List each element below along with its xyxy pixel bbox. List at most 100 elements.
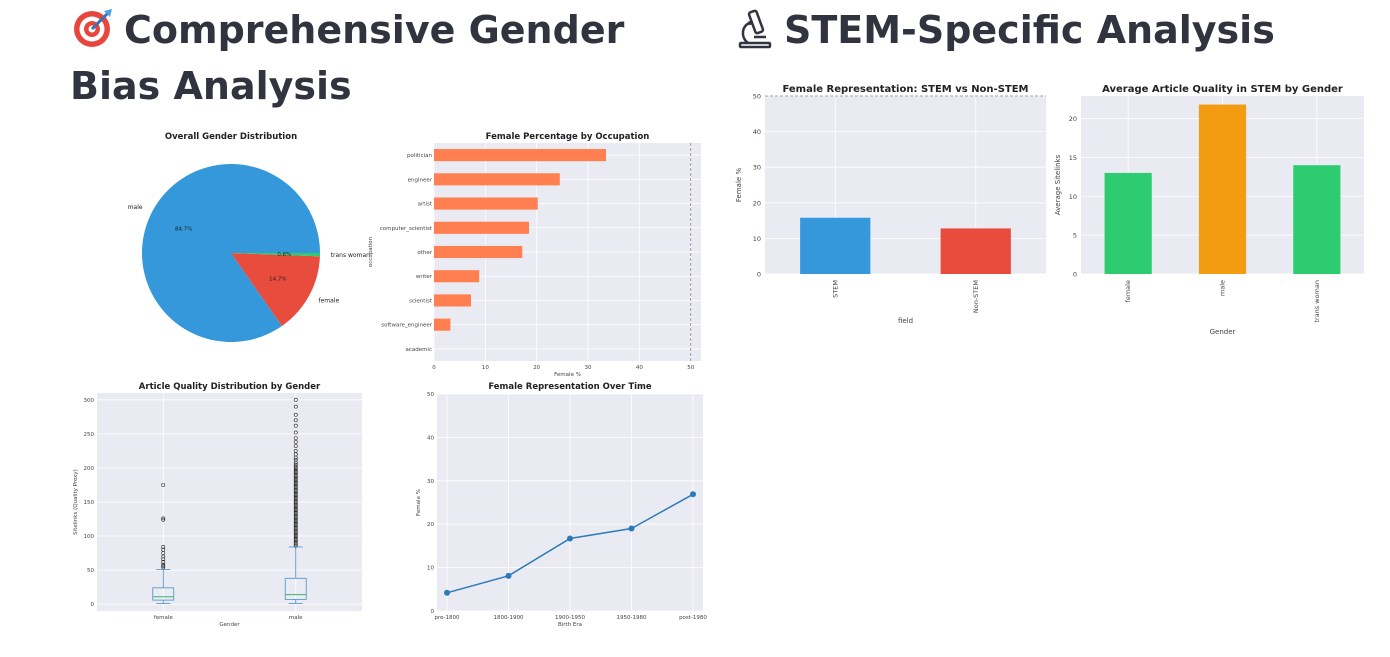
outlier-point xyxy=(293,500,298,504)
outlier-point xyxy=(293,490,298,495)
y-tick-label: 30 xyxy=(753,164,761,172)
outlier-point xyxy=(293,527,298,532)
slice-percent-label: 84.7% xyxy=(175,226,192,232)
bar-writer xyxy=(434,270,480,283)
bar-male xyxy=(1198,104,1247,274)
outlier-point xyxy=(293,504,298,508)
outlier-point xyxy=(293,536,298,541)
x-axis-label: field xyxy=(898,317,913,325)
outlier-point xyxy=(293,482,298,487)
outlier-point xyxy=(293,496,298,500)
outlier-point xyxy=(293,457,298,462)
outlier-point xyxy=(161,562,166,567)
pie-slice-trans-woman xyxy=(231,253,321,257)
x-tick-label: female xyxy=(154,615,174,621)
x-axis-label: Gender xyxy=(219,622,240,628)
outlier-point xyxy=(293,470,298,474)
slice-label: male xyxy=(128,204,143,211)
bar-politician xyxy=(434,149,607,162)
outlier-point xyxy=(293,532,298,537)
y-tick-label: 0 xyxy=(1073,271,1077,279)
outlier-point xyxy=(293,474,298,479)
outlier-point xyxy=(293,501,298,506)
bar-scientist xyxy=(434,294,471,307)
outlier-point xyxy=(293,489,298,494)
y-tick-label: computer_scientist xyxy=(380,226,433,232)
bar-computer_scientist xyxy=(434,221,529,234)
x-tick-label: female xyxy=(1124,280,1132,302)
y-tick-label: 250 xyxy=(84,432,95,438)
y-axis-label: Sitelinks (Quality Proxy) xyxy=(73,469,79,535)
y-tick-label: 10 xyxy=(427,566,434,572)
outlier-point xyxy=(293,517,298,522)
y-tick-label: 50 xyxy=(427,392,434,398)
chart-title: Article Quality Distribution by Gender xyxy=(139,382,321,392)
outlier-point xyxy=(161,565,166,570)
outlier-point xyxy=(293,524,298,529)
outlier-point xyxy=(293,481,298,485)
y-tick-label: engineer xyxy=(408,177,433,183)
outlier-point xyxy=(293,506,298,511)
outlier-point xyxy=(293,540,298,545)
outlier-point xyxy=(293,444,298,449)
data-point-1950-1980 xyxy=(628,525,635,532)
outlier-point xyxy=(293,486,298,491)
outlier-point xyxy=(293,478,298,483)
outlier-point xyxy=(293,498,298,503)
y-tick-label: 200 xyxy=(84,466,95,472)
outlier-point xyxy=(293,535,298,540)
box-female xyxy=(152,587,175,601)
outlier-point xyxy=(293,475,298,480)
slice-label: female xyxy=(319,298,340,305)
y-axis-label: Female % xyxy=(416,489,422,516)
y-tick-label: artist xyxy=(418,202,433,208)
outlier-point xyxy=(293,510,298,515)
outlier-point xyxy=(293,516,298,521)
y-tick-label: 20 xyxy=(753,199,761,207)
outlier-point xyxy=(293,542,298,547)
outlier-point xyxy=(293,512,298,517)
outlier-point xyxy=(293,543,298,548)
y-tick-label: 40 xyxy=(427,435,434,441)
y-tick-label: 10 xyxy=(1069,193,1077,201)
stem-quality-bar-chart: Average Article Quality in STEM by Gende… xyxy=(1054,84,1364,336)
y-tick-label: 150 xyxy=(84,500,95,506)
y-tick-label: academic xyxy=(405,347,432,353)
x-tick-label: pre-1800 xyxy=(435,615,460,621)
outlier-point xyxy=(293,530,298,534)
data-point-pre-1800 xyxy=(444,589,450,596)
pie-slice-male xyxy=(142,164,320,343)
y-tick-label: 0 xyxy=(91,602,95,608)
occupation-bar-chart: Female Percentage by Occupation 0 10 20 30 40… xyxy=(368,132,701,378)
outlier-point xyxy=(293,523,298,528)
stem-analysis-heading: STEM-Specific Analysis xyxy=(736,5,1376,61)
bar-trans-woman xyxy=(1293,165,1341,274)
x-tick-label: 1950-1980 xyxy=(617,615,647,621)
bar-Non-STEM xyxy=(940,228,1011,274)
outlier-point xyxy=(161,547,166,552)
y-axis-label: occupation xyxy=(368,236,374,267)
chart-title: Female Percentage by Occupation xyxy=(486,132,650,142)
x-tick-label: male xyxy=(1219,280,1227,296)
x-tick-label: Non-STEM xyxy=(972,280,980,313)
x-tick-label: post-1980 xyxy=(679,615,707,621)
y-tick-label: 10 xyxy=(753,235,761,243)
comprehensive-analysis-title: Comprehensive Gender Bias Analysis xyxy=(70,8,625,108)
outlier-point xyxy=(161,564,166,568)
outlier-point xyxy=(293,494,298,499)
data-point-post-1980 xyxy=(690,491,696,498)
y-tick-label: 100 xyxy=(84,534,95,540)
x-tick-label: STEM xyxy=(831,280,839,298)
outlier-point xyxy=(293,519,298,523)
outlier-point xyxy=(293,440,298,444)
outlier-point xyxy=(293,476,298,481)
y-tick-label: scientist xyxy=(409,298,433,304)
outlier-point xyxy=(293,467,298,472)
y-tick-label: 30 xyxy=(427,479,434,485)
outlier-point xyxy=(293,513,298,518)
time-line-chart: Female Representation Over Time 0 10 20 30 40… xyxy=(416,382,707,628)
outlier-point xyxy=(293,538,298,543)
outlier-point xyxy=(293,485,298,489)
pie-slice-female xyxy=(231,253,320,326)
box-male xyxy=(284,577,307,600)
